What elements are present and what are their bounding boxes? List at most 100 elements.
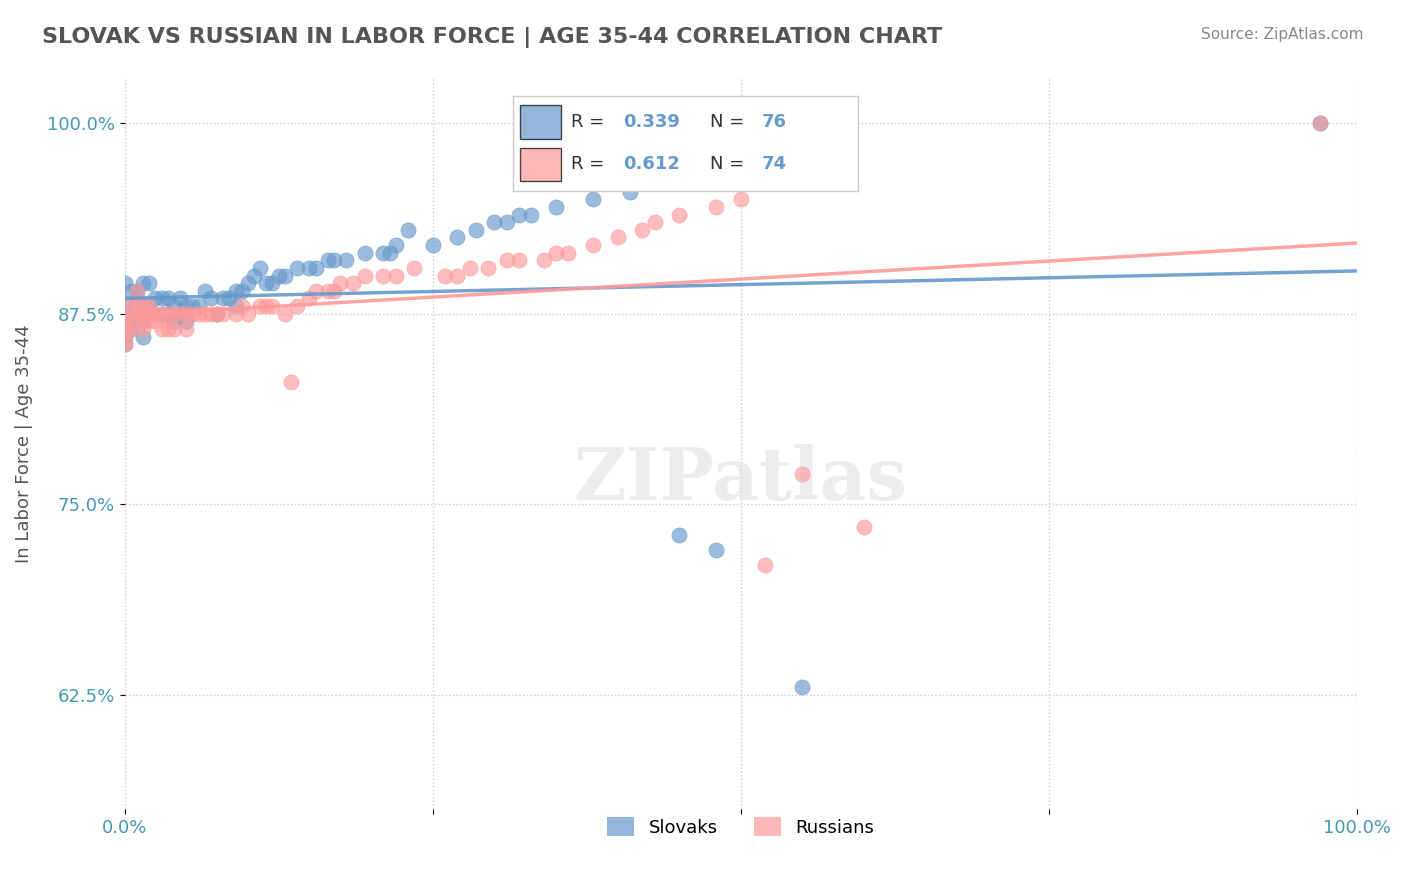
Point	[125, 284, 148, 298]
Point	[298, 292, 321, 306]
Point	[169, 307, 191, 321]
Point	[458, 260, 481, 275]
Point	[120, 314, 142, 328]
Point	[792, 680, 814, 694]
Point	[212, 307, 235, 321]
Point	[156, 307, 179, 321]
Point	[132, 277, 155, 291]
Point	[132, 314, 155, 328]
Point	[304, 284, 326, 298]
Point	[231, 284, 253, 298]
Point	[323, 253, 346, 268]
Point	[254, 277, 277, 291]
Point	[132, 307, 155, 321]
Point	[114, 322, 136, 336]
Point	[495, 215, 517, 229]
Point	[194, 284, 217, 298]
Point	[132, 322, 155, 336]
Point	[254, 299, 277, 313]
Text: Source: ZipAtlas.com: Source: ZipAtlas.com	[1201, 27, 1364, 42]
Point	[114, 307, 136, 321]
Point	[544, 245, 567, 260]
Point	[384, 238, 406, 252]
Point	[174, 314, 197, 328]
Point	[181, 307, 204, 321]
Point	[274, 268, 297, 283]
Point	[225, 284, 247, 298]
Point	[114, 322, 136, 336]
Point	[169, 307, 191, 321]
Point	[619, 185, 641, 199]
Point	[145, 292, 167, 306]
Point	[114, 337, 136, 351]
Point	[354, 245, 377, 260]
Point	[508, 208, 530, 222]
Point	[267, 268, 290, 283]
Point	[533, 253, 555, 268]
Point	[138, 307, 160, 321]
Point	[205, 307, 228, 321]
Point	[644, 215, 666, 229]
Point	[150, 322, 173, 336]
Point	[138, 299, 160, 313]
Point	[120, 284, 142, 298]
Point	[354, 268, 377, 283]
Point	[181, 299, 204, 313]
Point	[200, 292, 222, 306]
Point	[132, 299, 155, 313]
Point	[304, 260, 326, 275]
Point	[853, 520, 876, 534]
Point	[446, 268, 468, 283]
Point	[236, 277, 259, 291]
Point	[174, 299, 197, 313]
Point	[225, 307, 247, 321]
Point	[606, 230, 628, 244]
Point	[704, 200, 727, 214]
Point	[704, 543, 727, 558]
Point	[249, 260, 271, 275]
Point	[163, 314, 186, 328]
Point	[274, 307, 297, 321]
Point	[205, 307, 228, 321]
Point	[125, 314, 148, 328]
Point	[174, 322, 197, 336]
Point	[668, 208, 690, 222]
Point	[396, 223, 419, 237]
Point	[163, 299, 186, 313]
Point	[464, 223, 486, 237]
Point	[582, 238, 605, 252]
Point	[114, 329, 136, 343]
Point	[792, 467, 814, 481]
Point	[114, 314, 136, 328]
Point	[132, 329, 155, 343]
Point	[174, 307, 197, 321]
Point	[508, 253, 530, 268]
Point	[495, 253, 517, 268]
Y-axis label: In Labor Force | Age 35-44: In Labor Force | Age 35-44	[15, 324, 32, 563]
Point	[114, 337, 136, 351]
Point	[125, 299, 148, 313]
Point	[132, 307, 155, 321]
Point	[114, 314, 136, 328]
Point	[225, 299, 247, 313]
Point	[138, 314, 160, 328]
Point	[120, 307, 142, 321]
Point	[194, 307, 217, 321]
Point	[316, 253, 339, 268]
Point	[422, 238, 444, 252]
Point	[187, 307, 209, 321]
Point	[280, 376, 302, 390]
Point	[231, 299, 253, 313]
Point	[373, 268, 395, 283]
Point	[150, 307, 173, 321]
Point	[125, 307, 148, 321]
Text: SLOVAK VS RUSSIAN IN LABOR FORCE | AGE 35-44 CORRELATION CHART: SLOVAK VS RUSSIAN IN LABOR FORCE | AGE 3…	[42, 27, 942, 48]
Point	[1309, 116, 1331, 130]
Point	[378, 245, 401, 260]
Point	[373, 245, 395, 260]
Point	[120, 322, 142, 336]
Point	[434, 268, 457, 283]
Point	[114, 277, 136, 291]
Point	[730, 193, 752, 207]
Point	[156, 322, 179, 336]
